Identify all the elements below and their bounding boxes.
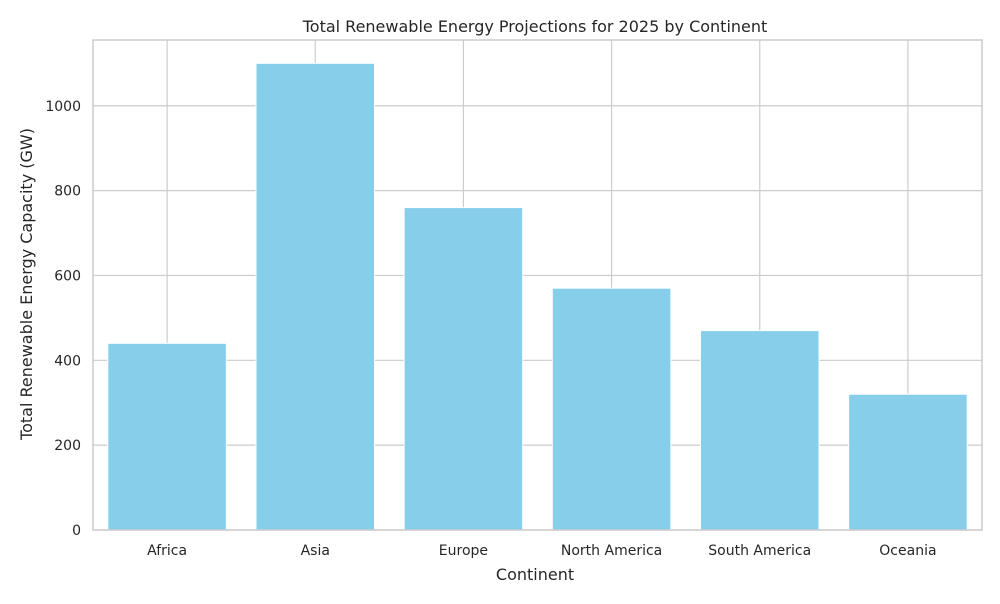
bar-asia — [256, 63, 375, 530]
bar-africa — [108, 343, 227, 530]
bar-north-america — [552, 288, 671, 530]
y-tick-label: 400 — [54, 353, 81, 369]
x-tick-label: South America — [708, 543, 811, 559]
chart-title: Total Renewable Energy Projections for 2… — [302, 17, 768, 36]
x-tick-label: North America — [561, 543, 662, 559]
x-axis-label: Continent — [496, 565, 574, 584]
y-axis-label: Total Renewable Energy Capacity (GW) — [17, 128, 36, 441]
y-tick-label: 600 — [54, 268, 81, 284]
y-tick-label: 800 — [54, 184, 81, 200]
bar-europe — [404, 208, 523, 530]
y-tick-label: 200 — [54, 438, 81, 454]
y-tick-label: 1000 — [45, 99, 81, 115]
bar-oceania — [849, 394, 968, 530]
y-tick-label: 0 — [72, 523, 81, 539]
x-tick-label: Africa — [147, 543, 187, 559]
x-tick-label: Europe — [439, 543, 488, 559]
x-tick-label: Oceania — [879, 543, 936, 559]
x-tick-label: Asia — [301, 543, 330, 559]
bar-south-america — [700, 331, 819, 530]
bar-layer — [108, 63, 967, 530]
